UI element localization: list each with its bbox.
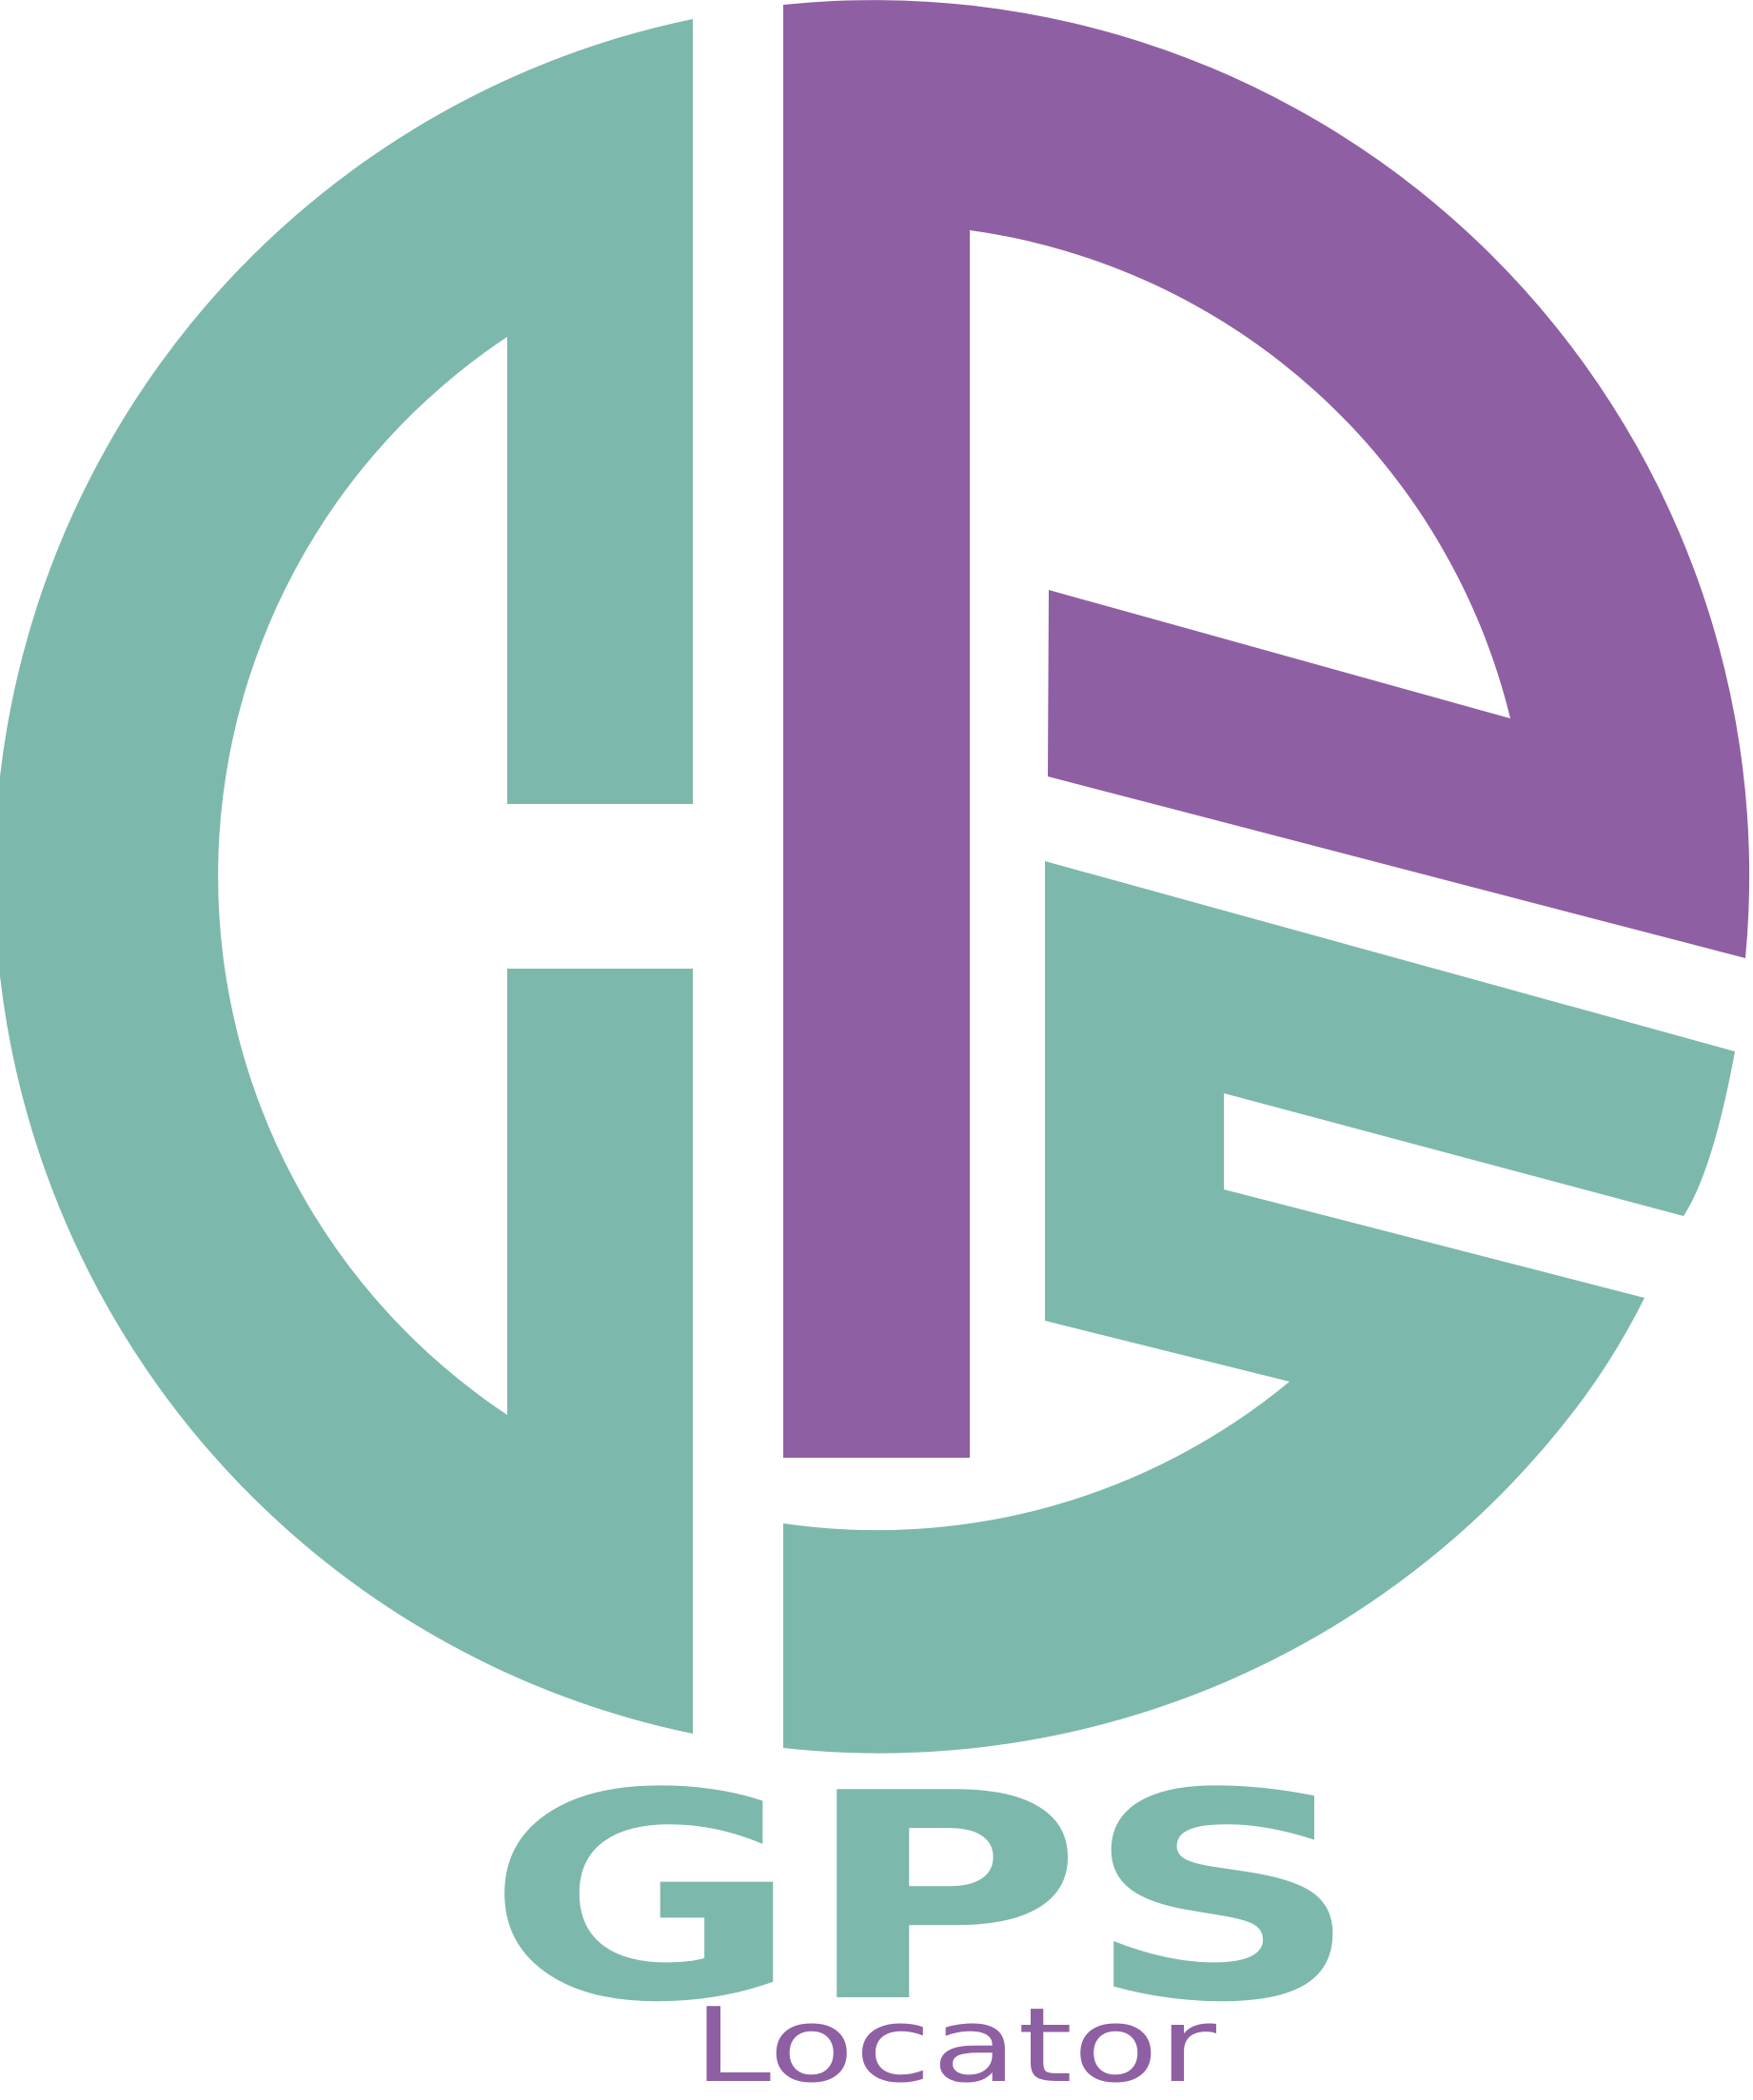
emblem-purple-p — [783, 0, 1750, 1458]
gps-circle-monogram-icon — [0, 0, 1750, 1754]
emblem-left-arc — [0, 19, 693, 1734]
emblem-teal-s — [783, 861, 1735, 1754]
wordmark-text: GPS — [485, 1733, 1361, 2065]
tagline-text: Locator — [693, 1987, 1217, 2100]
